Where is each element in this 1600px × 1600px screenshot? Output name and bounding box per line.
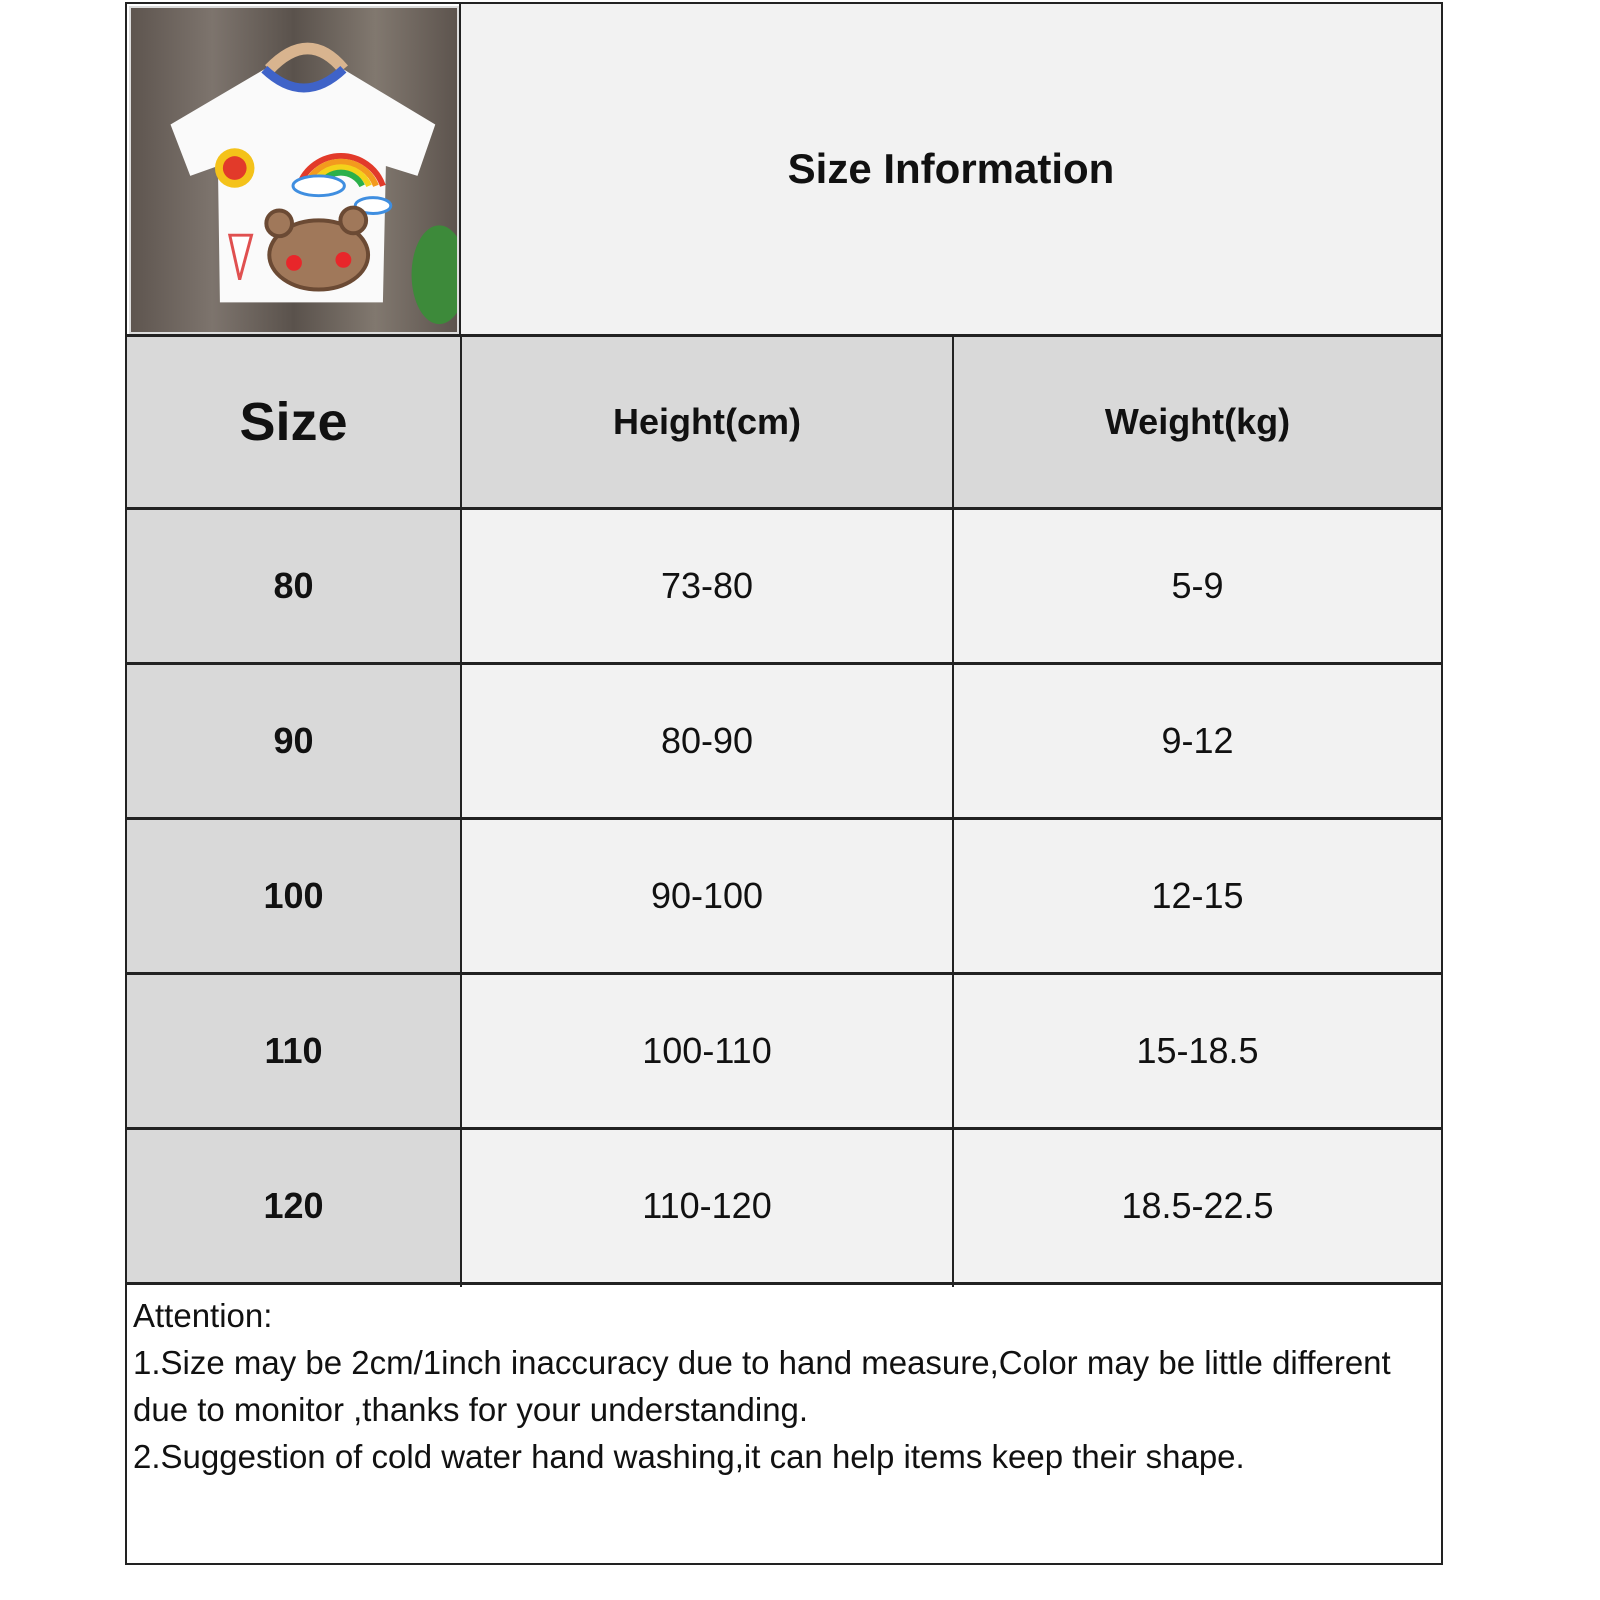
table-cell-size: 90: [127, 665, 460, 817]
cell-value: 12-15: [1151, 875, 1244, 916]
table-cell-weight: 12-15: [954, 820, 1441, 972]
table-cell-size: 100: [127, 820, 460, 972]
kids-tshirt-icon: [131, 8, 457, 332]
table-cell-height: 73-80: [462, 510, 952, 662]
header-label: Weight(kg): [1104, 401, 1291, 442]
header-label: Height(cm): [613, 401, 801, 442]
attention-heading: Attention:: [133, 1297, 273, 1334]
attention-line: 2.Suggestion of cold water hand washing,…: [133, 1438, 1245, 1475]
cell-value: 90: [273, 720, 314, 761]
page-title-cell: Size Information: [461, 4, 1441, 334]
table-cell-size: 110: [127, 975, 460, 1127]
product-image: [129, 6, 459, 334]
header-size: Size: [127, 337, 460, 507]
table-cell-height: 100-110: [462, 975, 952, 1127]
attention-line: 1.Size may be 2cm/1inch inaccuracy due t…: [133, 1344, 1391, 1428]
table-cell-height: 90-100: [462, 820, 952, 972]
table-cell-weight: 9-12: [954, 665, 1441, 817]
cell-value: 110-120: [642, 1185, 772, 1226]
table-cell-weight: 18.5-22.5: [954, 1130, 1441, 1282]
cell-value: 9-12: [1161, 720, 1234, 761]
table-cell-weight: 15-18.5: [954, 975, 1441, 1127]
table-cell-size: 80: [127, 510, 460, 662]
size-chart: Size Information Size Height(cm) Weight(…: [125, 2, 1443, 1565]
table-cell-height: 80-90: [462, 665, 952, 817]
cell-value: 120: [263, 1185, 324, 1226]
cell-value: 110: [264, 1030, 323, 1071]
cell-value: 100: [263, 875, 324, 916]
table-cell-weight: 5-9: [954, 510, 1441, 662]
cell-value: 80: [273, 565, 314, 606]
attention-notes: Attention: 1.Size may be 2cm/1inch inacc…: [133, 1292, 1401, 1480]
cell-value: 15-18.5: [1136, 1030, 1259, 1071]
cell-value: 100-110: [642, 1030, 772, 1071]
header-weight: Weight(kg): [954, 337, 1441, 507]
cell-value: 73-80: [660, 565, 754, 606]
table-cell-size: 120: [127, 1130, 460, 1282]
table-cell-height: 110-120: [462, 1130, 952, 1282]
cell-value: 5-9: [1171, 565, 1224, 606]
page-title: Size Information: [787, 145, 1115, 192]
cell-value: 80-90: [660, 720, 754, 761]
cell-value: 90-100: [650, 875, 764, 916]
header-label: Size: [239, 392, 348, 452]
cell-value: 18.5-22.5: [1121, 1185, 1274, 1226]
header-height: Height(cm): [462, 337, 952, 507]
